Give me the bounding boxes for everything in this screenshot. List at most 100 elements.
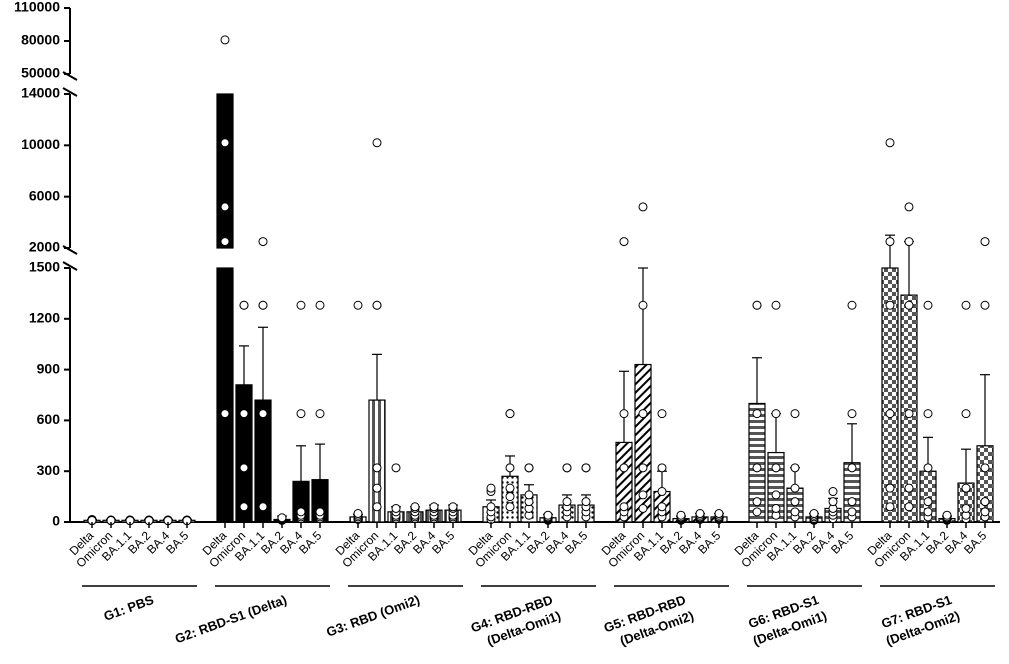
data-point [240, 301, 248, 309]
data-point [449, 503, 457, 511]
svg-text:600: 600 [37, 411, 61, 427]
data-point [639, 203, 647, 211]
group-label: G3: RBD (Omi2) [324, 592, 421, 640]
data-point [563, 464, 571, 472]
data-point [354, 510, 362, 518]
data-point [620, 464, 628, 472]
data-point [753, 410, 761, 418]
svg-text:2000: 2000 [29, 239, 60, 255]
data-point [981, 301, 989, 309]
data-point [525, 464, 533, 472]
data-point [658, 410, 666, 418]
data-point [582, 498, 590, 506]
data-point [924, 410, 932, 418]
svg-text:14000: 14000 [21, 85, 60, 101]
category-label: BA.5 [695, 528, 724, 557]
data-point [962, 301, 970, 309]
grouped-bar-chart: 5000080000110000200060001000014000030060… [0, 0, 1009, 664]
data-point [411, 503, 419, 511]
data-point [791, 498, 799, 506]
data-point [278, 514, 286, 522]
data-point [924, 508, 932, 516]
data-point [886, 139, 894, 147]
data-point [373, 301, 381, 309]
data-point [373, 503, 381, 511]
data-point [506, 493, 514, 501]
svg-text:10000: 10000 [21, 136, 60, 152]
data-point [772, 301, 780, 309]
data-point [373, 139, 381, 147]
data-point [924, 301, 932, 309]
data-point [506, 410, 514, 418]
data-point [772, 410, 780, 418]
data-point [392, 464, 400, 472]
svg-text:1500: 1500 [29, 259, 60, 275]
data-point [886, 238, 894, 246]
category-label: BA.5 [562, 528, 591, 557]
data-point [658, 503, 666, 511]
data-point [848, 410, 856, 418]
data-point [772, 464, 780, 472]
category-label: BA.5 [961, 528, 990, 557]
bar-G2-Omicron [236, 385, 252, 522]
data-point [753, 301, 761, 309]
data-point [240, 410, 248, 418]
group-label: G1: PBS [102, 592, 156, 624]
data-point [620, 503, 628, 511]
group-label: G2: RBD-S1 (Delta) [173, 592, 289, 646]
data-point [886, 301, 894, 309]
data-point [848, 498, 856, 506]
data-point [677, 511, 685, 519]
data-point [620, 238, 628, 246]
data-point [297, 410, 305, 418]
category-label: BA.5 [296, 528, 325, 557]
data-point [658, 464, 666, 472]
svg-text:6000: 6000 [29, 187, 60, 203]
data-point [886, 410, 894, 418]
data-point [297, 508, 305, 516]
data-point [886, 503, 894, 511]
data-point [981, 498, 989, 506]
data-point [791, 464, 799, 472]
data-point [753, 508, 761, 516]
data-point [639, 504, 647, 512]
data-point [848, 464, 856, 472]
data-point [962, 504, 970, 512]
data-point [297, 301, 305, 309]
data-point [487, 484, 495, 492]
data-point [487, 503, 495, 511]
data-point [981, 508, 989, 516]
data-point [259, 238, 267, 246]
data-point [772, 504, 780, 512]
data-point [905, 238, 913, 246]
svg-text:900: 900 [37, 360, 61, 376]
data-point [221, 203, 229, 211]
category-label: BA.5 [163, 528, 192, 557]
data-point [791, 410, 799, 418]
svg-text:1200: 1200 [29, 310, 60, 326]
data-point [544, 511, 552, 519]
data-point [259, 503, 267, 511]
data-point [791, 484, 799, 492]
data-point [905, 503, 913, 511]
data-point [506, 484, 514, 492]
data-point [905, 203, 913, 211]
data-point [924, 464, 932, 472]
data-point [316, 301, 324, 309]
data-point [639, 301, 647, 309]
data-point [943, 511, 951, 519]
data-point [639, 464, 647, 472]
data-point [829, 488, 837, 496]
data-point [905, 410, 913, 418]
data-point [848, 508, 856, 516]
data-point [924, 498, 932, 506]
data-point [221, 410, 229, 418]
data-point [373, 484, 381, 492]
data-point [848, 301, 856, 309]
data-point [563, 498, 571, 506]
data-point [981, 238, 989, 246]
data-point [525, 491, 533, 499]
data-point [639, 491, 647, 499]
data-point [582, 464, 590, 472]
data-point [240, 503, 248, 511]
